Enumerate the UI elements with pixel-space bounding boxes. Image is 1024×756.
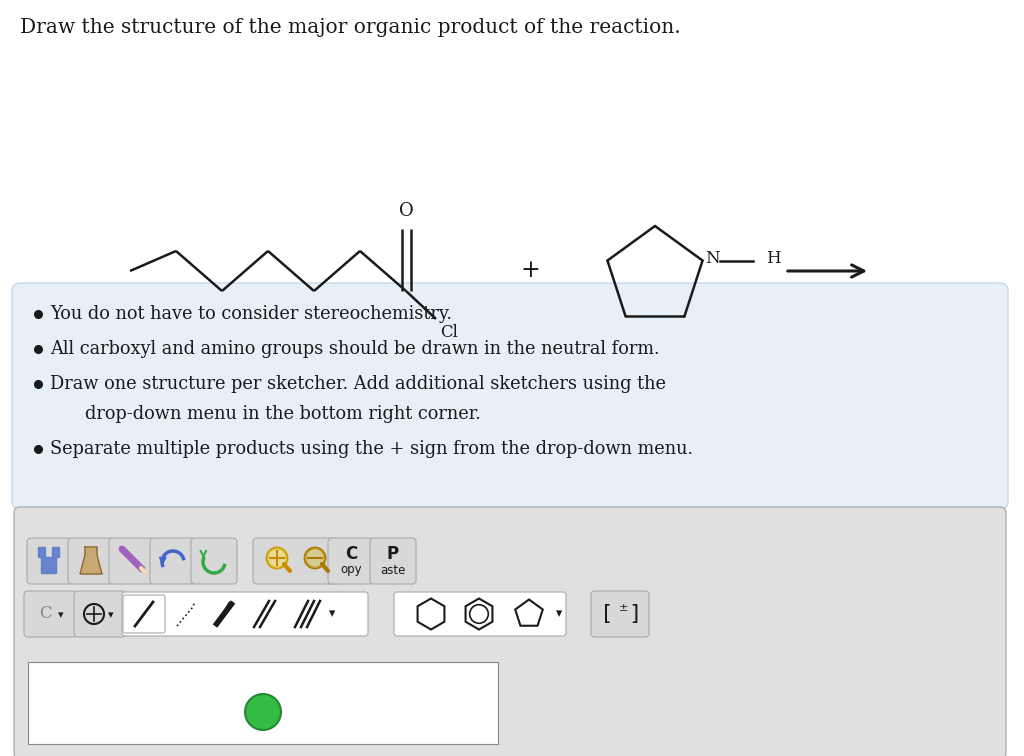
FancyBboxPatch shape [14, 507, 1006, 756]
Text: Draw the structure of the major organic product of the reaction.: Draw the structure of the major organic … [20, 18, 681, 37]
Polygon shape [80, 547, 102, 574]
Text: aste: aste [380, 563, 406, 577]
Text: ]: ] [629, 604, 642, 624]
Text: [: [ [600, 604, 613, 624]
FancyBboxPatch shape [109, 538, 155, 584]
Text: Cl: Cl [440, 324, 458, 341]
FancyBboxPatch shape [591, 591, 649, 637]
FancyBboxPatch shape [191, 538, 237, 584]
Text: C: C [345, 545, 357, 563]
FancyBboxPatch shape [12, 283, 1008, 509]
FancyBboxPatch shape [394, 592, 566, 636]
FancyBboxPatch shape [24, 591, 76, 637]
Text: drop-down menu in the bottom right corner.: drop-down menu in the bottom right corne… [85, 405, 480, 423]
Circle shape [245, 694, 281, 730]
Polygon shape [38, 547, 59, 573]
Text: Draw one structure per sketcher. Add additional sketchers using the: Draw one structure per sketcher. Add add… [50, 375, 666, 393]
FancyBboxPatch shape [253, 538, 339, 584]
Text: ▾: ▾ [556, 608, 562, 621]
Text: opy: opy [340, 563, 361, 577]
FancyBboxPatch shape [328, 538, 374, 584]
Text: ▾: ▾ [58, 610, 63, 620]
FancyBboxPatch shape [150, 538, 196, 584]
FancyBboxPatch shape [370, 538, 416, 584]
Text: Separate multiple products using the + sign from the drop-down menu.: Separate multiple products using the + s… [50, 440, 693, 458]
Polygon shape [215, 602, 233, 626]
Text: All carboxyl and amino groups should be drawn in the neutral form.: All carboxyl and amino groups should be … [50, 340, 659, 358]
FancyBboxPatch shape [122, 592, 368, 636]
FancyBboxPatch shape [68, 538, 114, 584]
FancyBboxPatch shape [123, 595, 165, 633]
FancyBboxPatch shape [28, 662, 498, 744]
FancyBboxPatch shape [27, 538, 73, 584]
Text: P: P [387, 545, 399, 563]
FancyBboxPatch shape [74, 591, 126, 637]
Text: ±: ± [618, 603, 628, 613]
Text: N: N [706, 250, 720, 267]
Text: H: H [766, 250, 780, 267]
Circle shape [305, 548, 325, 568]
Text: ▾: ▾ [109, 610, 114, 620]
Text: C: C [39, 606, 51, 622]
Text: O: O [398, 202, 414, 220]
Text: You do not have to consider stereochemistry.: You do not have to consider stereochemis… [50, 305, 452, 323]
Circle shape [267, 548, 287, 568]
Text: +: + [520, 259, 540, 283]
Text: ▾: ▾ [329, 608, 335, 621]
